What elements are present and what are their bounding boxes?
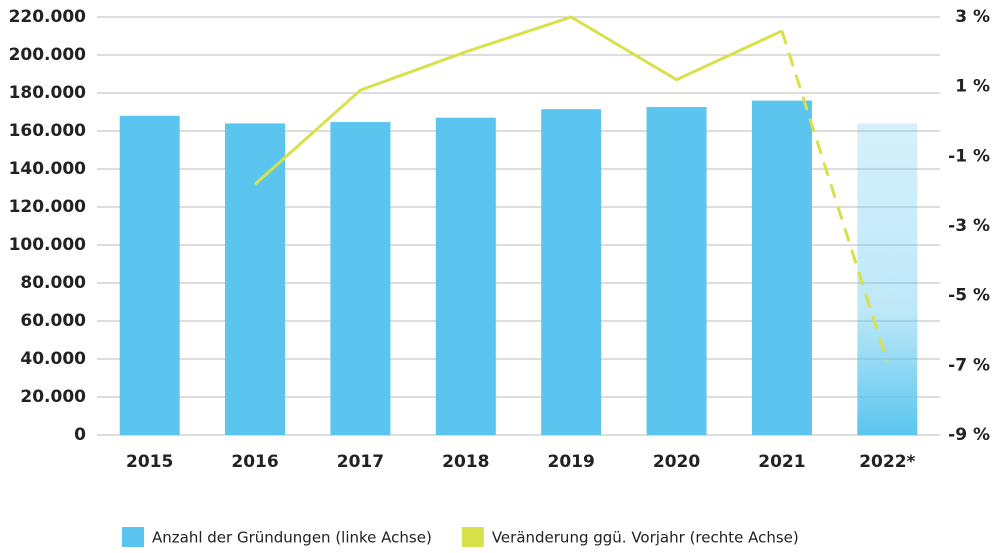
- y2-tick-label: 3 %: [955, 7, 990, 27]
- legend-swatch: [461, 527, 484, 547]
- x-tick-label: 2018: [442, 452, 489, 472]
- y-tick-label: 40.000: [20, 349, 86, 369]
- x-tick-label: 2017: [337, 452, 384, 472]
- y-tick-label: 100.000: [9, 235, 87, 255]
- x-tick-label: 2016: [231, 452, 278, 472]
- bar: [751, 100, 812, 435]
- y2-tick-label: -9 %: [948, 425, 990, 445]
- line-estimate: [780, 30, 889, 363]
- x-tick-label: 2020: [653, 452, 700, 472]
- y2-tick-label: -1 %: [948, 146, 990, 166]
- bar: [330, 122, 391, 435]
- x-tick-label: 2015: [126, 452, 173, 472]
- legend-label: Veränderung ggü. Vorjahr (rechte Achse): [492, 529, 799, 547]
- bar: [646, 107, 707, 435]
- x-tick-label: 2022*: [859, 452, 915, 472]
- y-tick-label: 180.000: [9, 83, 87, 103]
- bar: [119, 115, 180, 436]
- y2-tick-label: -5 %: [948, 286, 990, 306]
- y2-tick-label: -7 %: [948, 355, 990, 375]
- y2-tick-label: -3 %: [948, 216, 990, 236]
- bar: [225, 123, 286, 436]
- y-tick-label: 140.000: [9, 159, 87, 179]
- y-tick-label: 20.000: [20, 387, 86, 407]
- legend-swatch: [122, 527, 144, 547]
- legend-label: Anzahl der Gründungen (linke Achse): [152, 529, 432, 547]
- y-tick-label: 200.000: [9, 45, 87, 65]
- y-tick-label: 80.000: [20, 273, 86, 293]
- bar: [541, 109, 602, 436]
- y-tick-label: 60.000: [20, 311, 86, 331]
- x-tick-label: 2019: [548, 452, 595, 472]
- x-tick-label: 2021: [758, 452, 805, 472]
- bar: [857, 123, 918, 436]
- y-tick-label: 120.000: [9, 197, 87, 217]
- y-tick-label: 160.000: [9, 121, 87, 141]
- y2-tick-label: 1 %: [955, 77, 990, 97]
- bar: [435, 117, 496, 435]
- line: [254, 15, 783, 186]
- y-tick-label: 220.000: [9, 7, 87, 27]
- y-tick-label: 0: [74, 425, 86, 445]
